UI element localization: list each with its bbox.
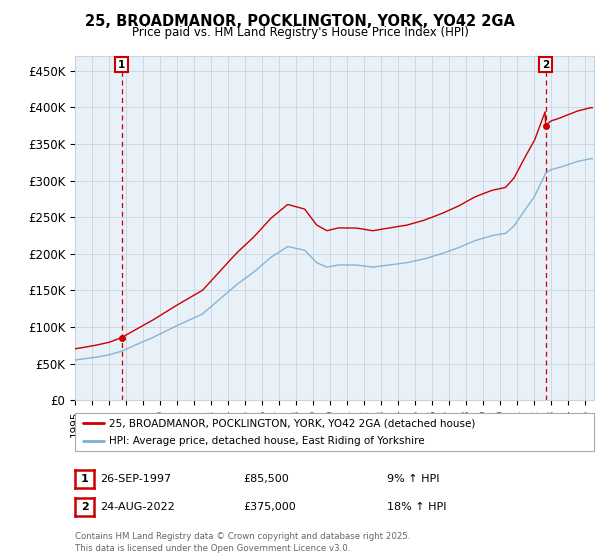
Text: 26-SEP-1997: 26-SEP-1997 <box>100 474 172 484</box>
Text: Price paid vs. HM Land Registry's House Price Index (HPI): Price paid vs. HM Land Registry's House … <box>131 26 469 39</box>
Text: 1: 1 <box>81 474 88 484</box>
Text: Contains HM Land Registry data © Crown copyright and database right 2025.
This d: Contains HM Land Registry data © Crown c… <box>75 533 410 553</box>
Text: 9% ↑ HPI: 9% ↑ HPI <box>387 474 439 484</box>
Text: 2: 2 <box>81 502 88 512</box>
Text: 24-AUG-2022: 24-AUG-2022 <box>100 502 175 512</box>
Text: HPI: Average price, detached house, East Riding of Yorkshire: HPI: Average price, detached house, East… <box>109 436 424 446</box>
Text: £375,000: £375,000 <box>243 502 296 512</box>
Text: 1: 1 <box>118 59 125 69</box>
Text: 25, BROADMANOR, POCKLINGTON, YORK, YO42 2GA: 25, BROADMANOR, POCKLINGTON, YORK, YO42 … <box>85 14 515 29</box>
Text: 2: 2 <box>542 59 549 69</box>
Text: 18% ↑ HPI: 18% ↑ HPI <box>387 502 446 512</box>
Text: £85,500: £85,500 <box>243 474 289 484</box>
Text: 25, BROADMANOR, POCKLINGTON, YORK, YO42 2GA (detached house): 25, BROADMANOR, POCKLINGTON, YORK, YO42 … <box>109 418 475 428</box>
